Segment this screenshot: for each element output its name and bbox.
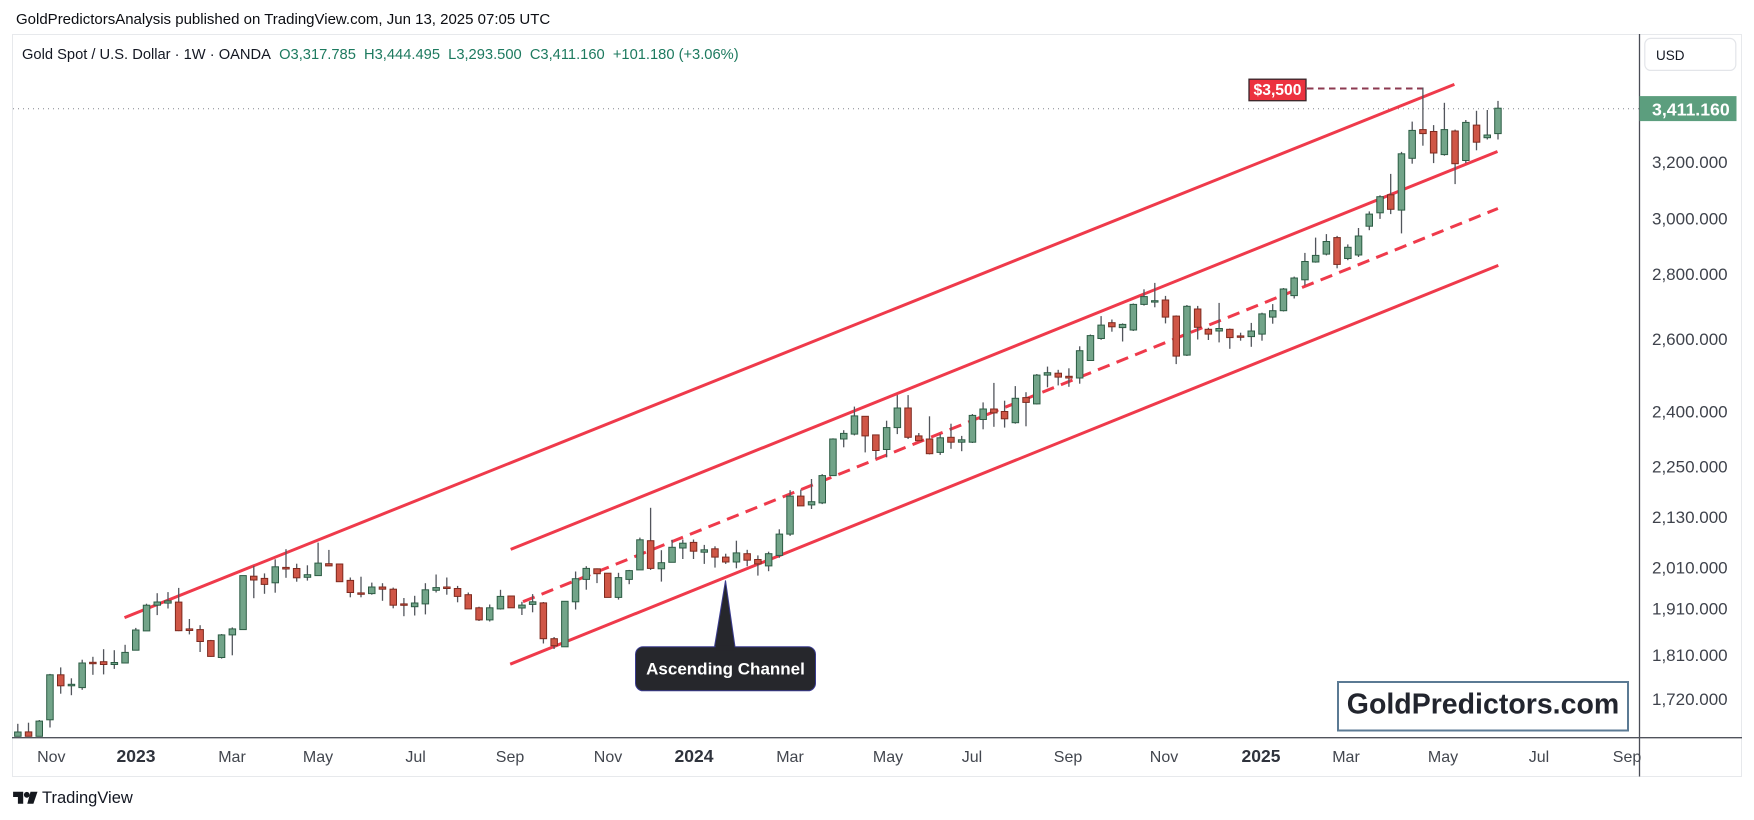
- svg-text:May: May: [303, 749, 333, 766]
- svg-text:TradingView: TradingView: [42, 789, 133, 807]
- svg-text:Nov: Nov: [37, 749, 65, 766]
- svg-text:Nov: Nov: [1150, 749, 1178, 766]
- svg-text:2,250.000: 2,250.000: [1652, 458, 1728, 477]
- svg-text:Jul: Jul: [1529, 749, 1549, 766]
- svg-text:Sep: Sep: [1613, 749, 1642, 766]
- svg-text:May: May: [1428, 749, 1458, 766]
- svg-text:3,000.000: 3,000.000: [1652, 209, 1728, 228]
- svg-text:Mar: Mar: [1332, 749, 1360, 766]
- svg-text:Jul: Jul: [962, 749, 982, 766]
- svg-text:Mar: Mar: [218, 749, 246, 766]
- svg-text:May: May: [873, 749, 903, 766]
- svg-text:2024: 2024: [675, 746, 714, 766]
- svg-text:Ascending Channel: Ascending Channel: [646, 660, 805, 679]
- svg-text:Sep: Sep: [1054, 749, 1083, 766]
- svg-text:Jul: Jul: [405, 749, 425, 766]
- svg-text:Nov: Nov: [594, 749, 622, 766]
- svg-text:2,400.000: 2,400.000: [1652, 403, 1728, 422]
- svg-text:1,810.000: 1,810.000: [1652, 646, 1728, 665]
- svg-text:1,720.000: 1,720.000: [1652, 690, 1728, 709]
- svg-text:2,130.000: 2,130.000: [1652, 508, 1728, 527]
- svg-text:3,200.000: 3,200.000: [1652, 153, 1728, 172]
- svg-text:USD: USD: [1656, 48, 1685, 63]
- svg-text:2,010.000: 2,010.000: [1652, 558, 1728, 577]
- svg-text:GoldPredictorsAnalysis publish: GoldPredictorsAnalysis published on Trad…: [16, 11, 550, 28]
- svg-text:1,910.000: 1,910.000: [1652, 600, 1728, 619]
- svg-text:2023: 2023: [117, 746, 156, 766]
- svg-text:Mar: Mar: [776, 749, 804, 766]
- svg-text:2025: 2025: [1242, 746, 1281, 766]
- svg-text:3,411.160: 3,411.160: [1652, 100, 1730, 120]
- svg-text:$3,500: $3,500: [1254, 82, 1302, 99]
- svg-text:2,600.000: 2,600.000: [1652, 330, 1728, 349]
- svg-text:2,800.000: 2,800.000: [1652, 265, 1728, 284]
- svg-text:GoldPredictors.com: GoldPredictors.com: [1347, 689, 1619, 721]
- svg-text:Sep: Sep: [496, 749, 525, 766]
- svg-text:Gold Spot / U.S. Dollar · 1W ·: Gold Spot / U.S. Dollar · 1W · OANDA O3,…: [22, 47, 739, 63]
